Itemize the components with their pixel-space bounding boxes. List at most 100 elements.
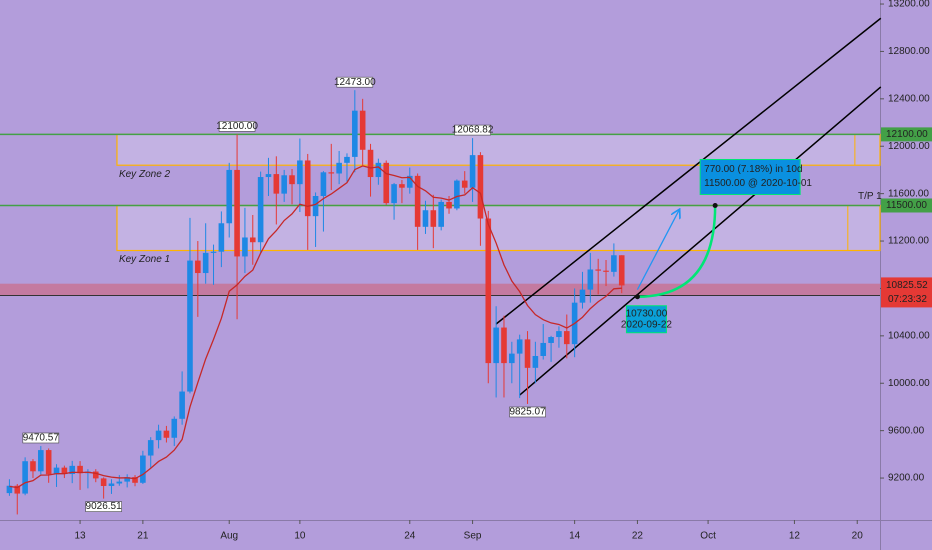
candle-body	[163, 430, 170, 438]
channel-line	[495, 17, 882, 325]
candle-body	[367, 149, 374, 178]
candle-body	[344, 156, 350, 163]
candle-body	[595, 269, 601, 271]
low-label-box	[509, 406, 546, 418]
candle-body	[281, 175, 287, 194]
candle-body	[493, 327, 499, 364]
candle-body	[38, 450, 44, 472]
y-tick-label: 12000.00	[888, 141, 930, 152]
candle-body	[226, 169, 233, 224]
candle-body	[210, 251, 217, 253]
candle-body	[6, 485, 13, 494]
channel-line	[519, 86, 882, 396]
y-tick-label: 10000.00	[888, 378, 930, 389]
candle-body	[328, 172, 335, 174]
candle-body	[202, 252, 209, 274]
candle-body	[414, 175, 421, 227]
candle-body	[124, 477, 130, 482]
y-tick-label: 11200.00	[888, 236, 929, 247]
countdown: 07:23:32	[888, 294, 927, 305]
candle-body	[509, 353, 515, 364]
candle-body	[140, 455, 146, 483]
candle-body	[92, 471, 99, 479]
zone-label: Key Zone 1	[119, 254, 170, 265]
projection-curve	[637, 205, 717, 298]
start-price: 10730.00	[626, 308, 668, 319]
price-label-box	[881, 277, 932, 308]
x-tick-label: 12	[789, 531, 801, 542]
high-label: 9470.57	[23, 433, 60, 444]
candle-body	[30, 461, 36, 472]
candle-body	[603, 270, 609, 272]
candle-body	[579, 289, 586, 303]
candle-body	[477, 155, 484, 219]
candle-body	[454, 180, 460, 209]
candle-body	[108, 483, 115, 486]
candle-body	[45, 450, 52, 475]
x-tick-label: Aug	[220, 531, 238, 542]
x-tick-label: 24	[404, 531, 416, 542]
candle-body	[446, 201, 452, 209]
candle-body	[14, 485, 21, 494]
candle-body	[501, 327, 507, 364]
candle-body	[77, 465, 83, 474]
candle-body	[132, 477, 138, 483]
x-tick-label: Sep	[464, 531, 482, 542]
price-label: 10825.52	[886, 280, 928, 291]
target-box	[699, 158, 801, 195]
high-label-box	[454, 124, 491, 136]
candle-body	[532, 355, 539, 368]
candle-body	[383, 162, 390, 204]
y-tick-label: 12800.00	[888, 46, 930, 57]
high-label-box	[336, 76, 374, 88]
high-label: 12068.82	[452, 125, 494, 136]
candle-body	[469, 155, 476, 188]
candle-body	[257, 177, 264, 243]
zone-label: Key Zone 2	[119, 169, 171, 180]
candle-body	[273, 174, 280, 194]
candle-body	[540, 342, 547, 356]
candle-body	[399, 184, 405, 188]
y-tick-label: 10400.00	[888, 330, 930, 341]
candle-body	[289, 175, 295, 185]
x-tick-label: Oct	[700, 531, 716, 542]
candle-body	[406, 175, 413, 188]
candle-body	[155, 430, 162, 441]
x-tick-label: 20	[852, 531, 864, 542]
high-label-box	[218, 121, 256, 132]
candle-body	[312, 196, 319, 217]
high-label: 12100.00	[216, 121, 258, 132]
candle-body	[218, 223, 225, 252]
target-detail: 11500.00 @ 2020-10-01	[704, 178, 812, 189]
candle-body	[100, 478, 107, 486]
low-label-box	[85, 501, 122, 512]
candle-body	[242, 237, 248, 257]
level-label-box	[881, 127, 932, 142]
x-tick-label: 10	[294, 531, 306, 542]
candle-body	[438, 201, 444, 227]
candle-body	[618, 255, 625, 286]
candle-body	[430, 210, 437, 227]
candle-body	[524, 339, 531, 368]
candle-body	[359, 110, 366, 150]
candle-body	[548, 337, 554, 343]
candle-body	[179, 391, 185, 419]
candle-body	[265, 174, 272, 178]
high-label: 12473.00	[334, 77, 376, 88]
candle-body	[116, 481, 123, 484]
candle-body	[249, 237, 256, 243]
moving-average	[9, 165, 622, 489]
low-label: 9026.51	[86, 501, 123, 512]
y-tick-label: 9600.00	[888, 425, 925, 436]
start-date: 2020-09-22	[621, 319, 673, 330]
candle-body	[563, 331, 570, 345]
candle-body	[147, 440, 154, 456]
candle-body	[320, 172, 327, 197]
candle-body	[336, 162, 342, 174]
candle-body	[587, 269, 594, 290]
candle-body	[556, 331, 562, 338]
candle-body	[187, 260, 193, 392]
high-label-box	[22, 432, 60, 444]
y-tick-label: 9200.00	[888, 473, 925, 484]
